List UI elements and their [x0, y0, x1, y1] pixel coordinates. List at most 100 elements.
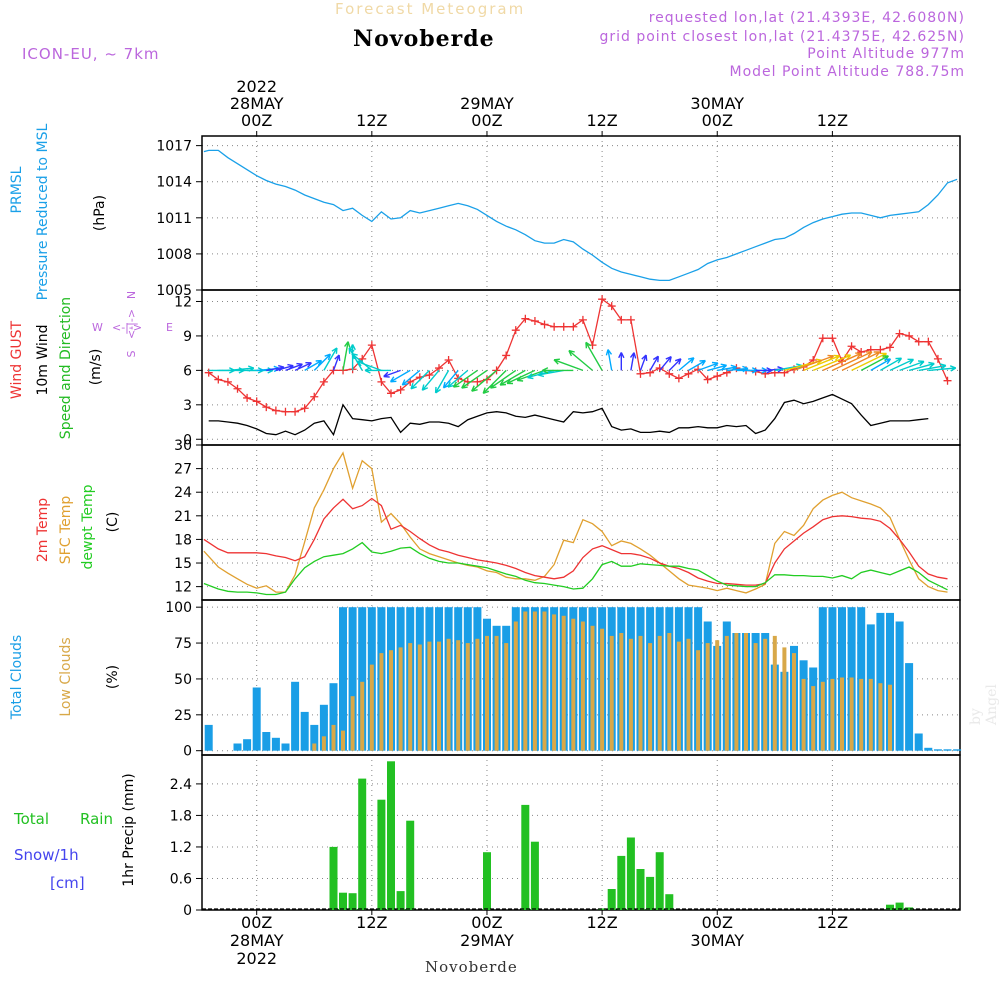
wind-direction-arrow: [605, 349, 613, 371]
gust-marker: [559, 322, 568, 331]
low-cloud-bar: [763, 638, 768, 751]
wind-direction-arrow: [889, 358, 915, 372]
y-tick-label: 6: [183, 363, 192, 379]
compass-vertical-arrow: <-|->: [125, 309, 138, 339]
requested-coords: requested lon,lat (21.4393E, 42.6080N): [648, 10, 965, 26]
gust-label: Wind GUST: [9, 320, 25, 399]
low-cloud-bar: [830, 678, 835, 751]
gust-marker: [502, 351, 511, 360]
gust-marker: [914, 337, 923, 346]
y-tick-label: 50: [174, 672, 192, 688]
wind-direction-arrow: [410, 369, 430, 390]
low-cloud-bar: [456, 640, 461, 751]
gust-marker: [636, 369, 645, 378]
rain-bar: [607, 889, 616, 910]
bottom-time-label: 00Z: [241, 913, 272, 932]
pressure-line: [203, 149, 958, 282]
wind-direction-arrow: [489, 369, 517, 389]
wind-direction-arrow: [401, 369, 421, 386]
low-cloud-bar: [389, 650, 393, 751]
compass-east: E: [166, 321, 173, 334]
wind-direction-arrow: [537, 369, 564, 378]
low-cloud-bar: [715, 640, 720, 751]
wind-direction-arrow: [294, 362, 312, 372]
compass-north: N: [125, 291, 138, 299]
y-tick-label: 15: [174, 556, 192, 572]
low-cloud-bar: [628, 638, 633, 751]
bottom-time-label: 00Z: [702, 913, 733, 932]
y-tick-label: 1011: [156, 211, 192, 227]
low-cloud-bar: [859, 678, 864, 751]
wind-direction-arrow: [688, 359, 706, 372]
rain-bar: [387, 761, 395, 910]
gust-marker: [857, 348, 866, 356]
wind-direction-arrow: [351, 353, 373, 371]
low-cloud-bar: [504, 643, 509, 751]
y-tick-label: 12: [174, 294, 192, 310]
low-cloud-bar: [513, 621, 518, 751]
rain-bar: [646, 876, 655, 910]
wind-direction-arrow: [822, 352, 862, 372]
compass-west: W: [92, 321, 103, 334]
rain-bar: [617, 855, 626, 910]
top-time-label: 29MAY: [460, 94, 514, 113]
wind-direction-arrow: [585, 341, 603, 371]
y-tick-label: 27: [174, 462, 192, 478]
wind-direction-arrow: [482, 369, 507, 394]
low-cloud-bar: [609, 635, 614, 751]
low-cloud-bar: [580, 621, 585, 751]
total-clouds-label: Total Clouds: [9, 635, 25, 720]
low-cloud-bar: [437, 641, 441, 751]
rain-bar: [626, 837, 635, 910]
y-tick-label: 9: [183, 329, 192, 345]
temp-unit-label: (C): [105, 512, 121, 533]
gust-marker: [387, 389, 396, 398]
gust-marker: [444, 356, 453, 365]
top-time-label: 00Z: [702, 111, 733, 130]
gust-marker: [943, 376, 952, 385]
gust-marker: [473, 377, 482, 386]
gust-marker: [511, 326, 520, 335]
gust-marker: [828, 334, 837, 343]
rain-bar: [895, 902, 904, 910]
rain-bar: [377, 799, 386, 910]
low-cloud-bar: [868, 678, 873, 751]
rain-bar: [329, 846, 338, 910]
low-cloud-bar: [446, 638, 451, 751]
wind-direction-arrow: [323, 347, 338, 371]
wind-direction-arrow: [568, 349, 593, 371]
top-time-label: 2022: [236, 77, 277, 96]
wind-direction-arrow: [707, 363, 728, 372]
wind-direction-arrow: [499, 369, 526, 386]
low-cloud-bar: [676, 641, 681, 751]
low-cloud-bar: [878, 683, 883, 751]
rain-bar: [339, 892, 347, 910]
y-tick-label: 1005: [156, 283, 192, 299]
gust-marker: [300, 404, 309, 413]
total-rain-label: Total: [13, 810, 49, 828]
gust-marker: [377, 377, 386, 386]
top-time-label: 30MAY: [690, 94, 744, 113]
gust-marker: [521, 314, 530, 323]
top-time-label: 12Z: [356, 111, 387, 130]
gust-marker: [550, 322, 559, 331]
low-cloud-bar: [561, 615, 566, 751]
gust-marker: [703, 375, 712, 384]
bottom-time-label: 29MAY: [460, 931, 514, 950]
low-cloud-bar: [321, 736, 326, 751]
gust-marker: [905, 331, 914, 340]
wind-direction-arrow: [304, 359, 323, 372]
sfc-temp-label: SFC Temp: [58, 496, 74, 565]
low-cloud-bar: [398, 647, 403, 751]
y-tick-label: 21: [174, 509, 192, 525]
low-cloud-bar: [792, 653, 796, 751]
rain-bar: [530, 841, 539, 910]
gust-marker: [713, 372, 722, 381]
wind-label: 10m Wind: [35, 324, 51, 395]
low-cloud-bar: [350, 696, 355, 751]
y-tick-label: 1014: [156, 175, 192, 191]
total-cloud-bar: [262, 732, 271, 751]
gust-marker: [252, 397, 261, 406]
low-cloud-bar: [772, 635, 777, 751]
